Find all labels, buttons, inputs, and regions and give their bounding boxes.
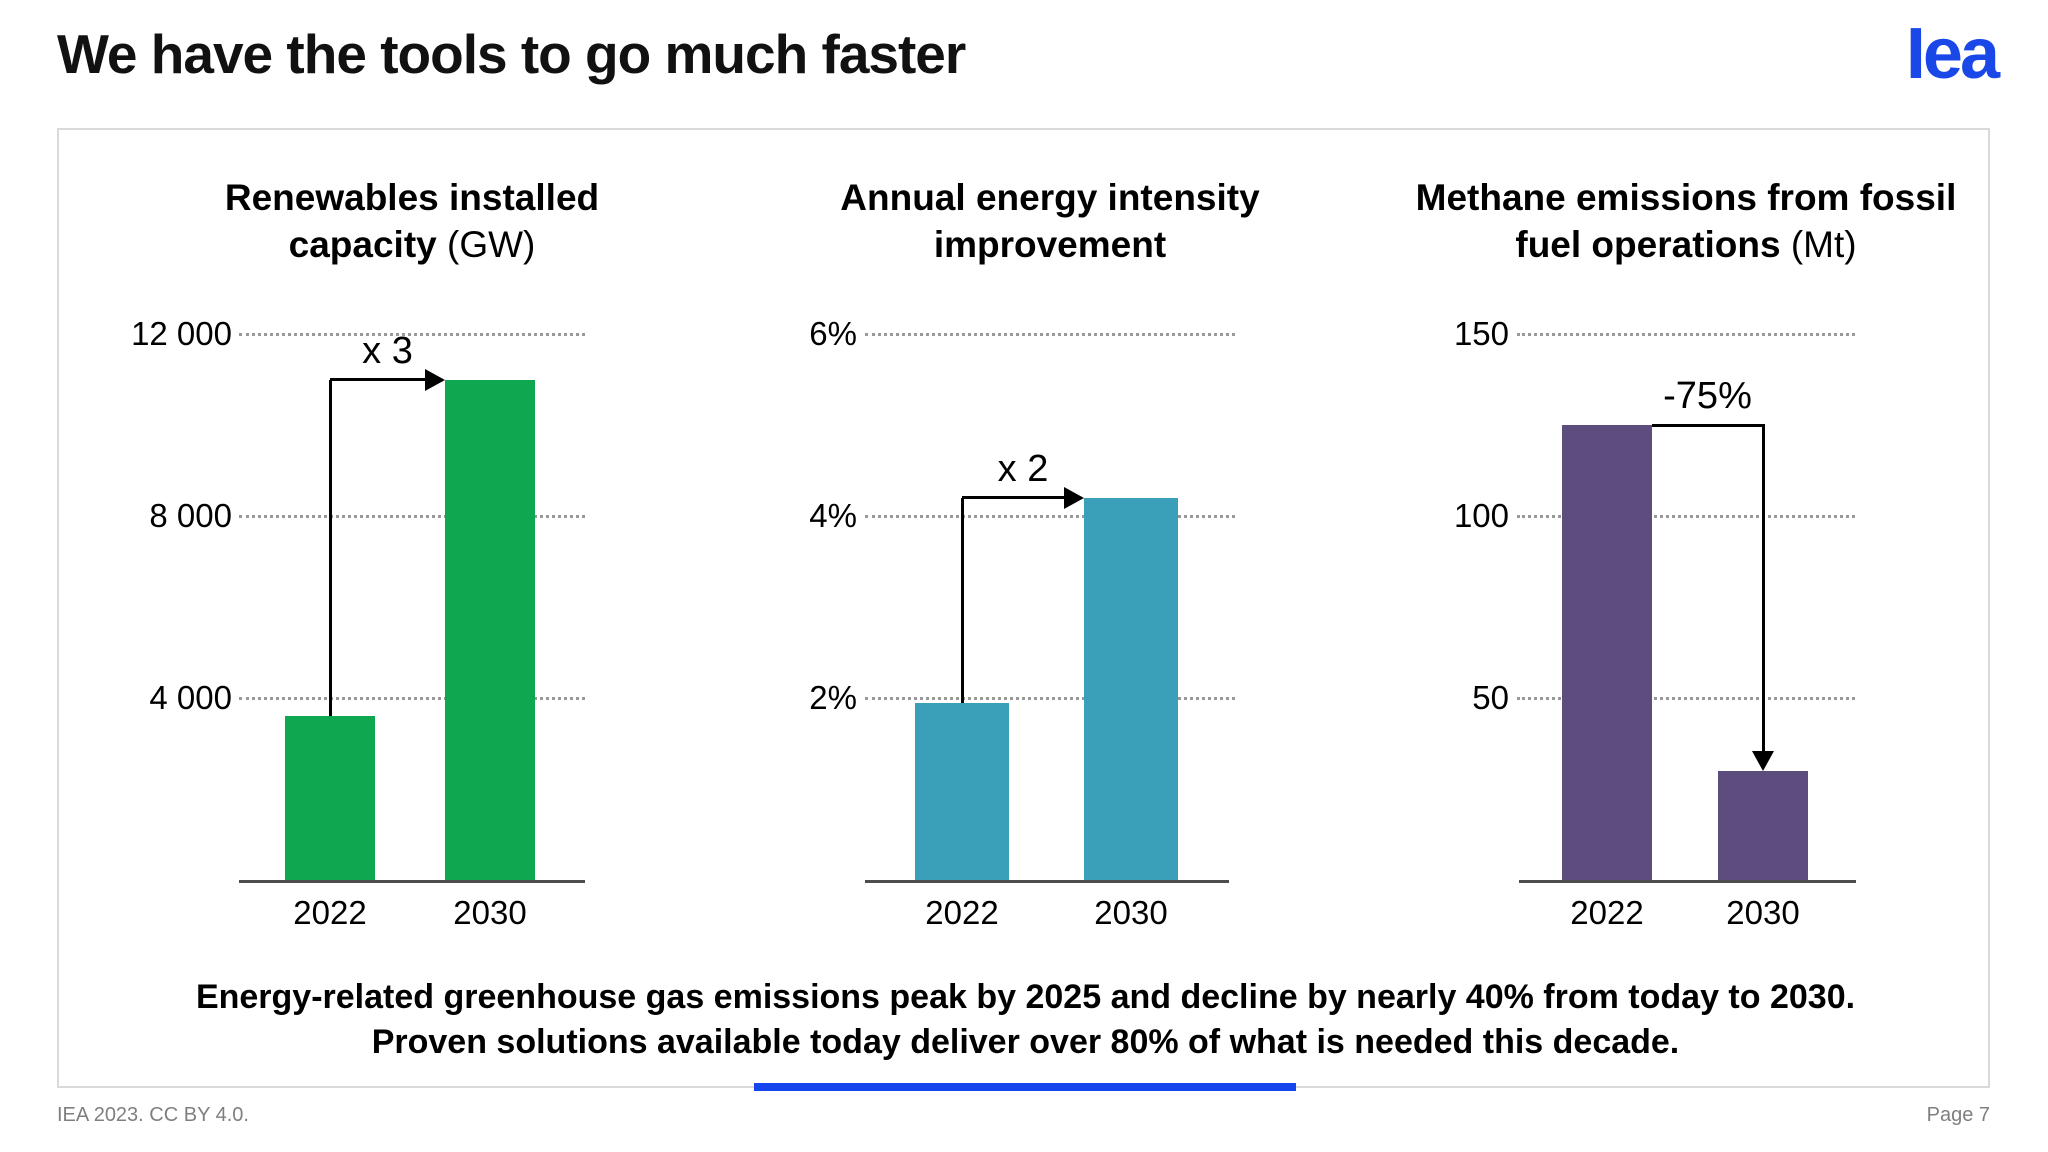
key-message: Energy-related greenhouse gas emissions … (59, 975, 1992, 1065)
y-gridline (865, 332, 1235, 336)
y-tick-label: 50 (1472, 679, 1509, 716)
x-tick-label: 2030 (453, 894, 527, 931)
annotation-arrow-horizontal (330, 378, 425, 381)
bar-2030 (445, 379, 535, 880)
content-box: Renewables installed capacity (GW) 4 000 8… (57, 128, 1992, 1091)
chart-title-unit: (GW) (436, 224, 536, 265)
annotation-arrow-vertical (328, 379, 332, 717)
chart-title: Methane emissions from fossil fuel opera… (1406, 174, 1966, 268)
y-gridline (239, 696, 585, 700)
footer-license: IEA 2023. CC BY 4.0. (57, 1104, 249, 1126)
annotation-label: -75% (1663, 375, 1752, 417)
accent-underline-bar (754, 1083, 1296, 1091)
y-gridline (1517, 332, 1855, 336)
annotation-arrow-horizontal (962, 496, 1064, 500)
key-message-line2: Proven solutions available today deliver… (371, 1023, 1680, 1061)
x-axis-line (1519, 880, 1856, 883)
chart-title-unit: (Mt) (1780, 224, 1857, 265)
x-axis-line (239, 880, 585, 883)
bar-2030 (1084, 497, 1178, 880)
y-tick-label: 4% (809, 497, 857, 534)
annotation-arrowhead (1752, 750, 1774, 771)
y-tick-label: 4 000 (149, 679, 232, 716)
y-tick-label: 12 000 (131, 315, 232, 352)
x-axis-line (865, 880, 1229, 883)
iea-logo: Iea (1905, 14, 2000, 94)
annotation-arrow-vertical (960, 497, 964, 703)
page-title: We have the tools to go much faster (57, 23, 966, 85)
chart-title-text: Renewables installed capacity (224, 177, 600, 265)
charts-area: Renewables installed capacity (GW) 4 000 8… (59, 130, 1992, 1090)
annotation-arrow-horizontal (1652, 423, 1765, 427)
bar-2022 (915, 702, 1009, 880)
annotation-arrow-vertical (1761, 425, 1765, 753)
bar-2030 (1718, 770, 1808, 880)
y-gridline (1517, 514, 1855, 518)
x-tick-label: 2022 (293, 894, 367, 931)
annotation-label: x 2 (997, 447, 1049, 490)
y-gridline (239, 332, 585, 336)
y-tick-label: 100 (1453, 497, 1509, 534)
chart-title-text: Methane emissions from fossil fuel opera… (1415, 177, 1957, 265)
chart-title: Annual energy intensity improvement (800, 174, 1300, 268)
x-tick-label: 2022 (925, 894, 999, 931)
annotation-arrowhead (1064, 486, 1084, 509)
x-tick-label: 2030 (1094, 894, 1168, 931)
y-gridline (865, 696, 1235, 700)
bar-2022 (285, 716, 375, 880)
footer-page-number: Page 7 (1926, 1104, 1990, 1126)
y-gridline (239, 514, 585, 518)
chart-title: Renewables installed capacity (GW) (177, 174, 647, 268)
y-tick-label: 2% (809, 679, 857, 716)
y-tick-label: 8 000 (149, 497, 232, 534)
x-tick-label: 2022 (1570, 894, 1644, 931)
x-tick-label: 2030 (1726, 894, 1800, 931)
annotation-label: x 3 (362, 329, 413, 372)
y-gridline (1517, 696, 1855, 700)
key-message-line1: Energy-related greenhouse gas emissions … (195, 978, 1856, 1016)
y-tick-label: 6% (809, 315, 857, 352)
annotation-arrowhead (425, 368, 445, 391)
chart-title-text: Annual energy intensity improvement (840, 177, 1260, 265)
y-gridline (865, 514, 1235, 518)
y-tick-label: 150 (1453, 315, 1509, 352)
bar-2022 (1562, 425, 1652, 880)
